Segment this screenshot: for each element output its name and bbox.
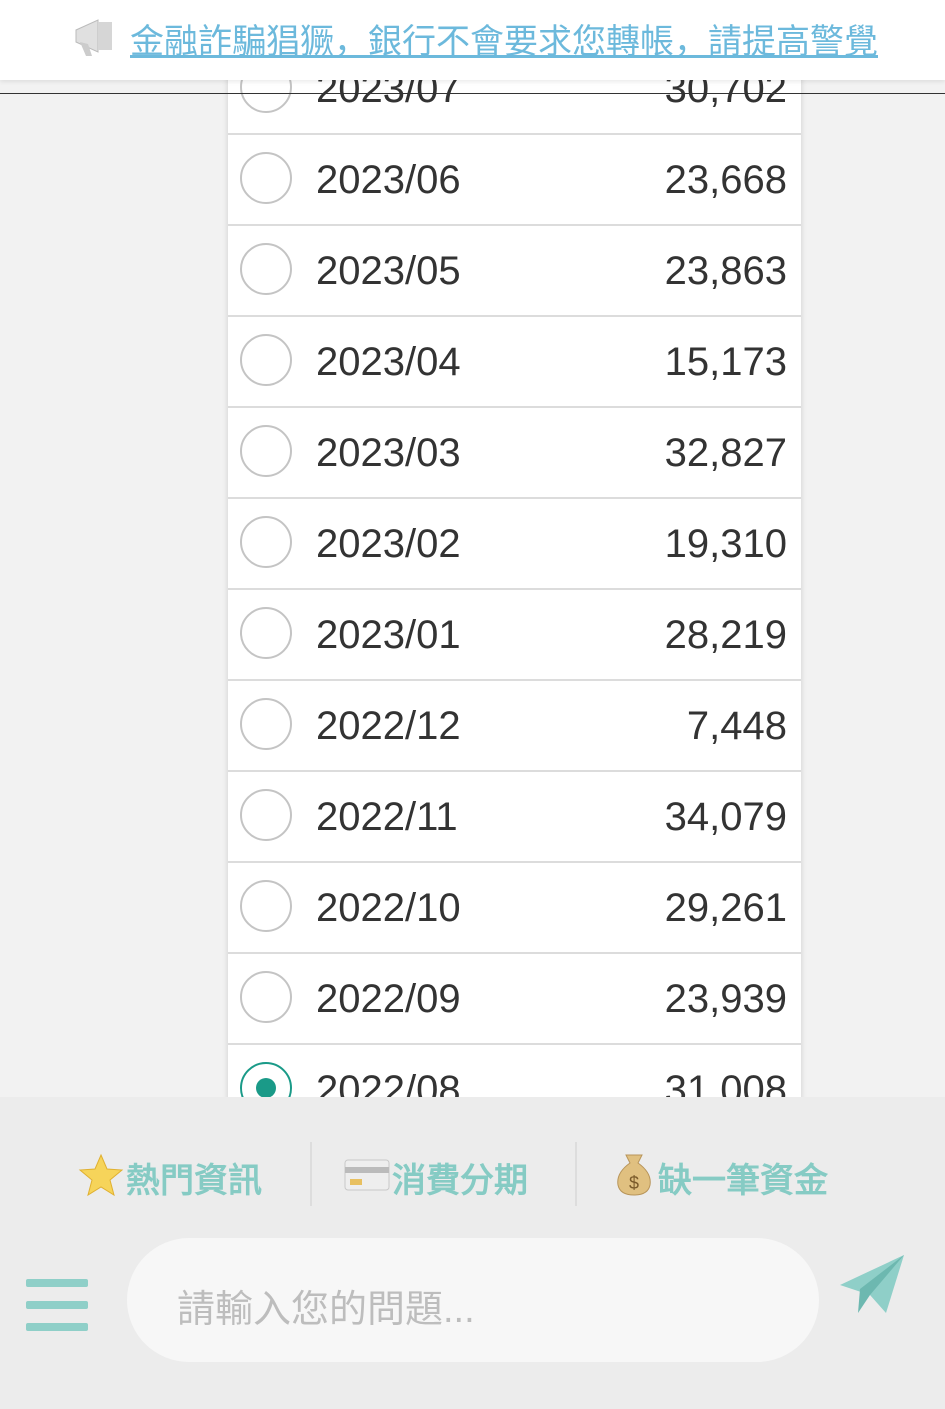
list: 2023/07 30,702 2023/06 23,668 2023/05 23,863 2… [228, 44, 801, 1097]
row-amount: 31,008 [664, 1068, 787, 1097]
message-input[interactable]: 請輸入您的問題... [127, 1238, 819, 1362]
list-row[interactable]: 2023/07 30,702 [228, 44, 801, 135]
separator [310, 1142, 312, 1206]
row-date: 2022/12 [316, 704, 461, 748]
row-amount: 23,863 [664, 249, 787, 293]
radio-button[interactable] [240, 880, 292, 932]
quick-button[interactable]: 缺一筆資金 [658, 1162, 828, 1200]
send-button[interactable] [838, 1253, 906, 1317]
radio-button[interactable] [240, 971, 292, 1023]
row-amount: 28,219 [664, 613, 787, 657]
radio-button[interactable] [240, 334, 292, 386]
row-amount: 29,261 [664, 886, 787, 930]
moneybag-icon: $ [617, 1154, 651, 1196]
row-date: 2023/01 [316, 613, 461, 657]
banner: 金融詐騙猖獗，銀行不會要求您轉帳，請提高警覺 [0, 0, 945, 80]
radio-button[interactable] [240, 243, 292, 295]
star-icon [78, 1153, 124, 1197]
radio-button[interactable] [240, 516, 292, 568]
radio-button[interactable] [240, 152, 292, 204]
divider [0, 93, 945, 94]
list-row[interactable]: 2023/02 19,310 [228, 499, 801, 590]
row-amount: 7,448 [686, 704, 787, 748]
row-date: 2022/11 [316, 795, 458, 839]
megaphone-icon [75, 19, 112, 56]
list-row[interactable]: 2023/03 32,827 [228, 408, 801, 499]
row-date: 2023/02 [316, 522, 461, 566]
radio-button[interactable] [240, 1062, 292, 1097]
list-row[interactable]: 2023/06 23,668 [228, 135, 801, 226]
row-amount: 15,173 [664, 340, 787, 384]
row-date: 2023/05 [316, 249, 461, 293]
list-row[interactable]: 2022/08 31,008 [228, 1045, 801, 1097]
input-placeholder: 請輸入您的問題... [177, 1289, 475, 1331]
list-row[interactable]: 2022/11 34,079 [228, 772, 801, 863]
row-date: 2023/06 [316, 158, 461, 202]
svg-text:$: $ [629, 1173, 639, 1193]
row-amount: 23,668 [664, 158, 787, 202]
radio-button[interactable] [240, 789, 292, 841]
row-date: 2023/04 [316, 340, 461, 384]
separator [575, 1142, 577, 1206]
fraud-warning-link[interactable]: 金融詐騙猖獗，銀行不會要求您轉帳，請提高警覺 [130, 23, 878, 61]
quick-button[interactable]: 熱門資訊 [126, 1162, 262, 1200]
row-date: 2022/08 [316, 1068, 461, 1097]
row-amount: 32,827 [664, 431, 787, 475]
list-row[interactable]: 2023/04 15,173 [228, 317, 801, 408]
row-amount: 34,079 [664, 795, 787, 839]
row-amount: 19,310 [664, 522, 787, 566]
list-viewport: 2023/07 30,702 2023/06 23,668 2023/05 23,863 2… [228, 44, 801, 1097]
row-date: 2022/09 [316, 977, 461, 1021]
radio-button[interactable] [240, 425, 292, 477]
radio-button[interactable] [240, 698, 292, 750]
quick-button[interactable]: 消費分期 [392, 1162, 528, 1200]
bottom-bar: 熱門資訊 消費分期 $ 缺一筆資金 請輸入您的問題... [0, 1097, 945, 1409]
row-date: 2023/03 [316, 431, 461, 475]
row-date: 2022/10 [316, 886, 461, 930]
list-row[interactable]: 2022/10 29,261 [228, 863, 801, 954]
card-icon [344, 1159, 390, 1191]
list-row[interactable]: 2023/01 28,219 [228, 590, 801, 681]
row-amount: 23,939 [664, 977, 787, 1021]
list-row[interactable]: 2022/09 23,939 [228, 954, 801, 1045]
list-row[interactable]: 2022/12 7,448 [228, 681, 801, 772]
menu-icon[interactable] [26, 1279, 88, 1333]
list-row[interactable]: 2023/05 23,863 [228, 226, 801, 317]
radio-button[interactable] [240, 607, 292, 659]
